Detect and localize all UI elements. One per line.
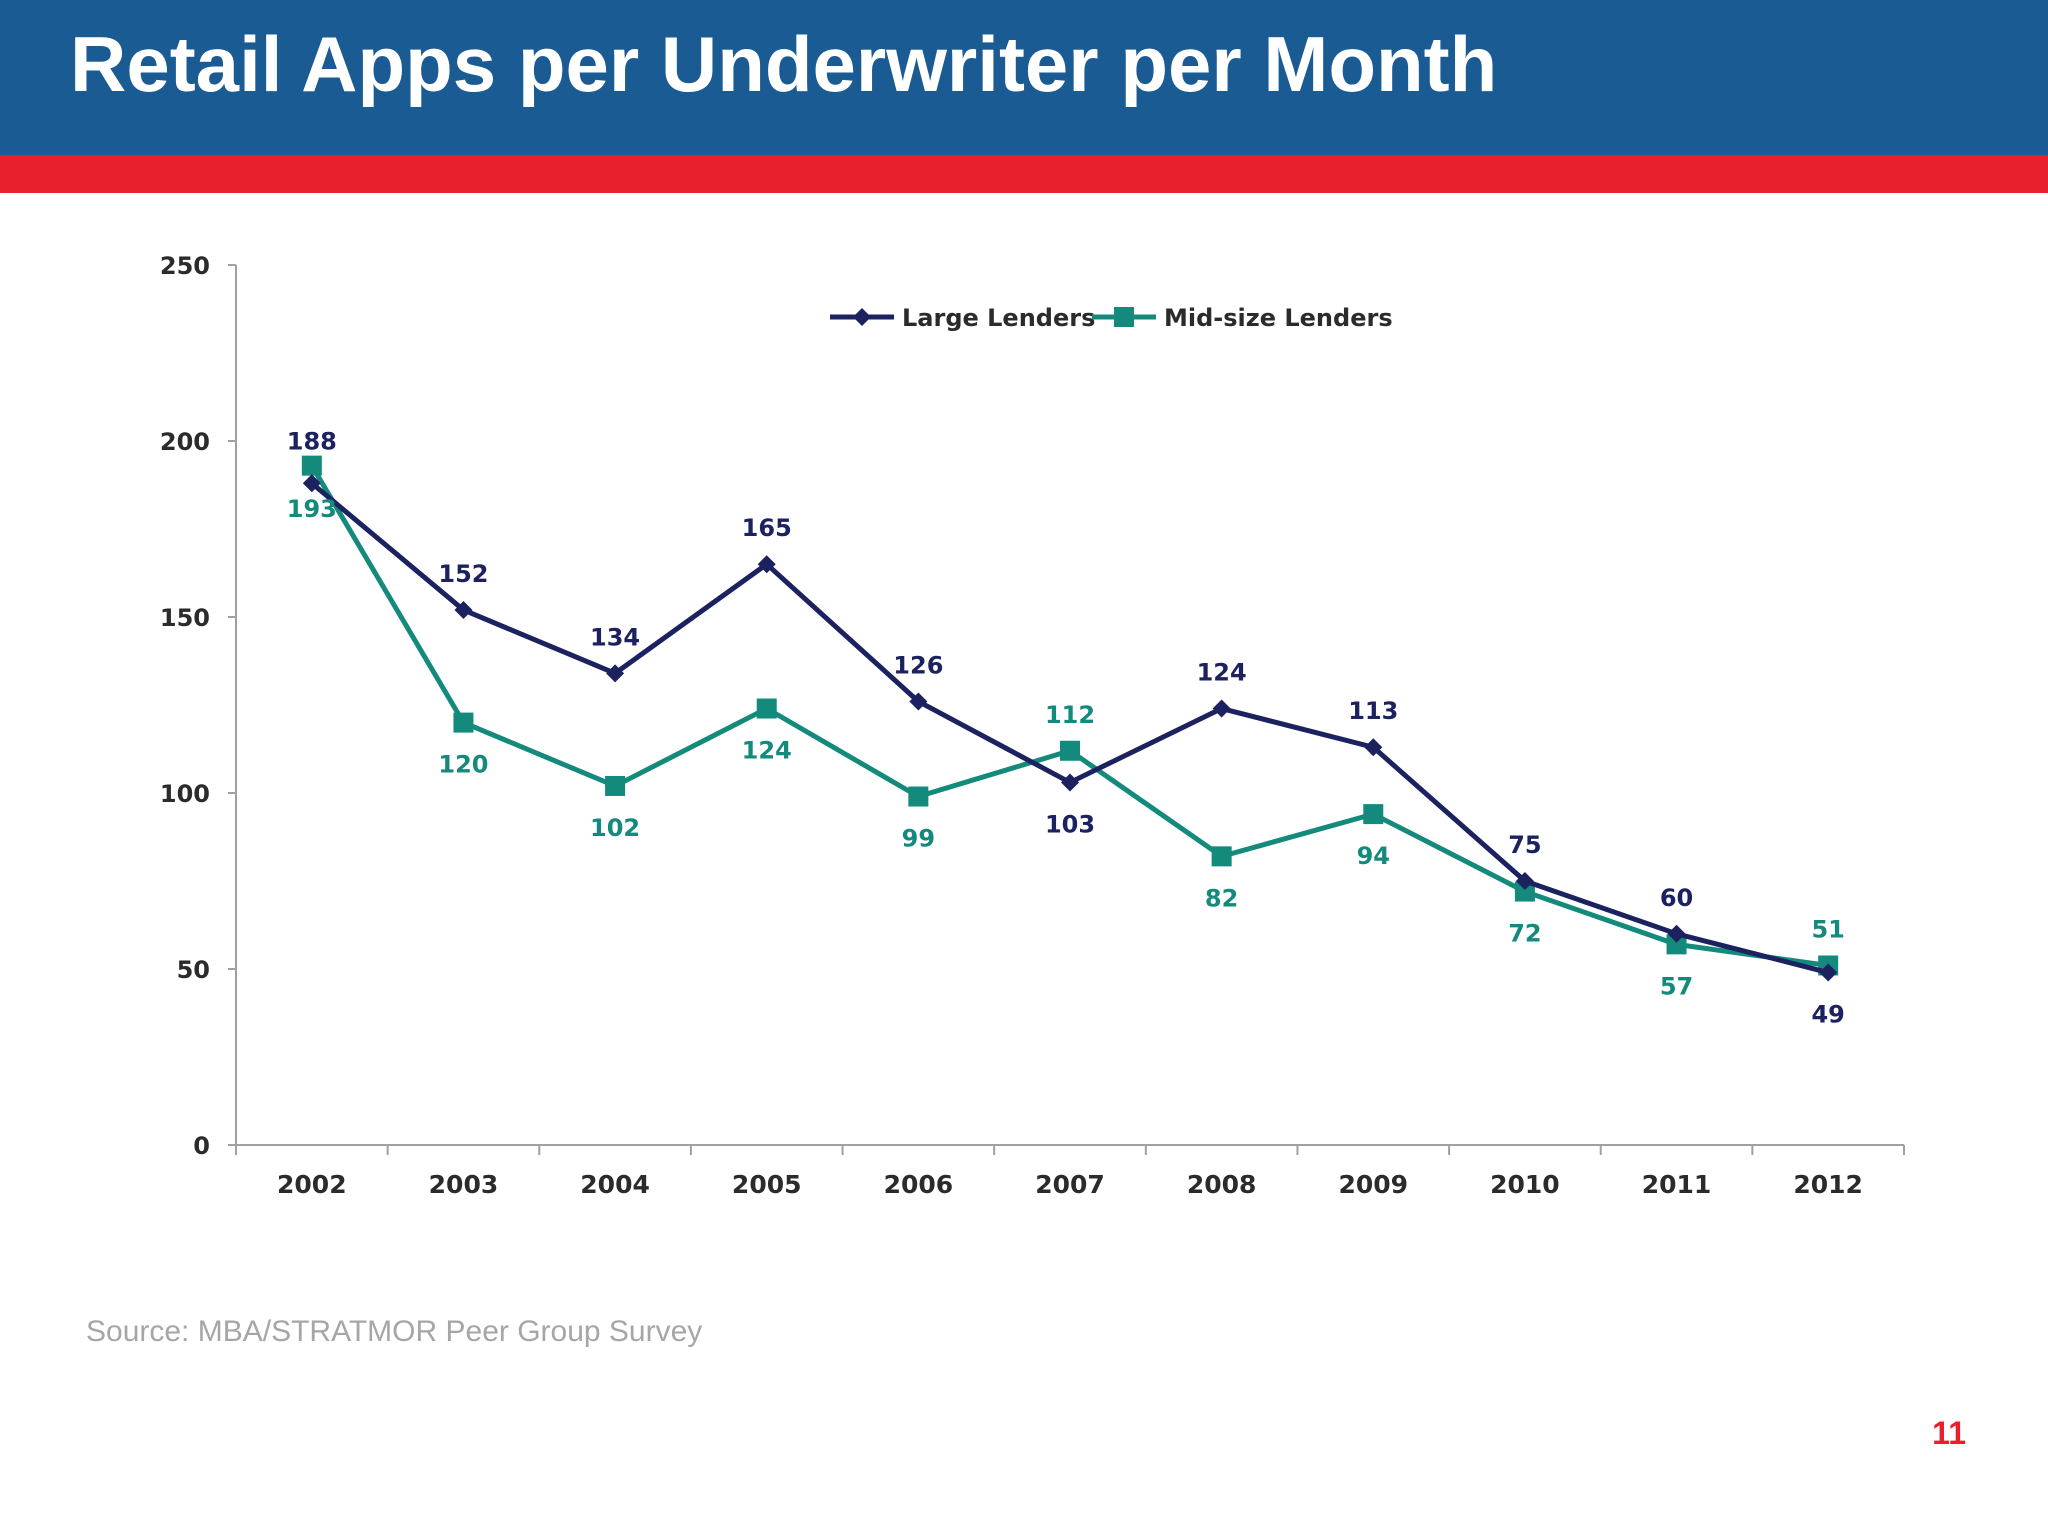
- header-accent-stripe: [0, 155, 2048, 193]
- page-number: 11: [1932, 1415, 1966, 1451]
- x-tick-label: 2002: [277, 1170, 347, 1199]
- data-label-large-lenders: 75: [1508, 831, 1541, 859]
- x-tick-label: 2003: [429, 1170, 499, 1199]
- y-tick-label: 50: [177, 956, 210, 984]
- y-tick-label: 0: [193, 1132, 210, 1160]
- data-point-large-lenders: [757, 555, 776, 574]
- data-label-mid-size-lenders: 120: [438, 751, 488, 779]
- source-note: Source: MBA/STRATMOR Peer Group Survey: [86, 1315, 703, 1348]
- data-point-mid-size-lenders: [1666, 934, 1687, 955]
- y-tick-label: 200: [160, 428, 210, 456]
- data-point-mid-size-lenders: [908, 786, 929, 807]
- data-label-large-lenders: 103: [1045, 810, 1095, 838]
- data-label-large-lenders: 60: [1660, 884, 1693, 912]
- data-point-mid-size-lenders: [756, 698, 777, 719]
- data-label-mid-size-lenders: 193: [287, 495, 337, 523]
- data-label-mid-size-lenders: 112: [1045, 701, 1095, 729]
- data-label-large-lenders: 188: [287, 428, 337, 456]
- y-tick-label: 150: [160, 604, 210, 632]
- data-label-large-lenders: 49: [1811, 1001, 1844, 1029]
- data-point-large-lenders: [1819, 963, 1838, 982]
- x-tick-label: 2007: [1035, 1170, 1105, 1199]
- data-label-mid-size-lenders: 51: [1811, 915, 1844, 943]
- data-label-large-lenders: 126: [893, 651, 943, 679]
- x-tick-label: 2011: [1642, 1170, 1712, 1199]
- legend-label-mid-size-lenders: Mid-size Lenders: [1164, 304, 1393, 332]
- data-label-large-lenders: 134: [590, 623, 640, 651]
- data-label-mid-size-lenders: 82: [1205, 884, 1238, 912]
- data-label-large-lenders: 152: [438, 560, 488, 588]
- data-point-large-lenders: [302, 474, 321, 493]
- x-tick-label: 2010: [1490, 1170, 1560, 1199]
- x-tick-label: 2005: [732, 1170, 802, 1199]
- data-point-large-lenders: [454, 600, 473, 619]
- y-tick-label: 250: [160, 252, 210, 280]
- data-point-mid-size-lenders: [1363, 804, 1384, 825]
- data-label-mid-size-lenders: 57: [1660, 972, 1693, 1000]
- x-tick-label: 2008: [1187, 1170, 1257, 1199]
- data-label-mid-size-lenders: 99: [902, 825, 935, 853]
- page-title: Retail Apps per Underwriter per Month: [70, 20, 1498, 108]
- data-point-large-lenders: [606, 664, 625, 683]
- x-tick-label: 2004: [580, 1170, 650, 1199]
- data-point-large-lenders: [1515, 872, 1534, 890]
- data-label-large-lenders: 124: [1197, 659, 1247, 687]
- data-point-large-lenders: [1364, 738, 1383, 757]
- data-point-mid-size-lenders: [1514, 881, 1535, 902]
- data-point-large-lenders: [909, 692, 928, 711]
- data-point-large-lenders: [1667, 924, 1686, 943]
- data-label-large-lenders: 165: [742, 514, 792, 542]
- data-label-mid-size-lenders: 102: [590, 814, 640, 842]
- data-point-large-lenders: [1212, 699, 1231, 718]
- x-tick-label: 2006: [884, 1170, 954, 1199]
- x-tick-label: 2009: [1338, 1170, 1408, 1199]
- data-point-mid-size-lenders: [1211, 846, 1232, 867]
- data-point-mid-size-lenders: [1060, 740, 1080, 761]
- x-tick-label: 2012: [1793, 1170, 1863, 1199]
- data-label-mid-size-lenders: 72: [1508, 920, 1541, 948]
- legend-marker-mid-size-lenders: [1114, 307, 1134, 327]
- legend-label-large-lenders: Large Lenders: [902, 304, 1095, 332]
- data-label-mid-size-lenders: 94: [1357, 842, 1390, 870]
- data-point-mid-size-lenders: [301, 455, 322, 476]
- data-label-mid-size-lenders: 124: [742, 737, 792, 765]
- data-label-large-lenders: 113: [1348, 697, 1398, 725]
- data-point-mid-size-lenders: [605, 775, 626, 796]
- legend-marker-large-lenders: [853, 308, 871, 326]
- data-point-large-lenders: [1061, 773, 1079, 792]
- y-tick-label: 100: [160, 780, 210, 808]
- data-point-mid-size-lenders: [453, 712, 474, 733]
- header-bar: [0, 0, 2048, 155]
